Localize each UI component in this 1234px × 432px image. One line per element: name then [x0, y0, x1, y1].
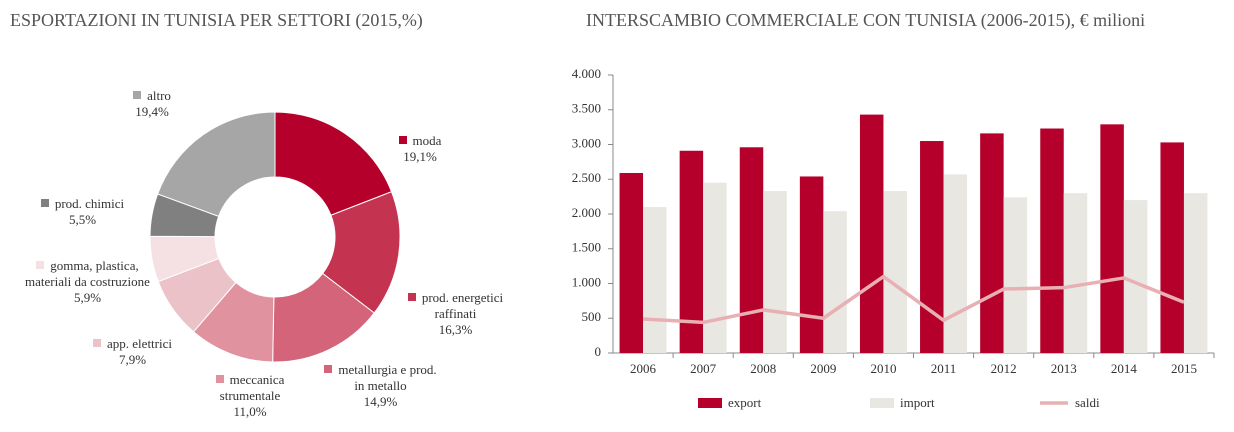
slice-label-name-row: meccanica strumentale	[200, 372, 300, 404]
slice-label: prod. chimici 5,5%	[30, 196, 135, 228]
slice-name: altro	[147, 88, 171, 103]
bar	[859, 114, 884, 354]
slice-label: altro 19,4%	[112, 88, 192, 120]
slice-value: 5,5%	[68, 212, 97, 227]
y-tick-label: 3.000	[572, 135, 601, 150]
bar	[883, 191, 907, 353]
bar	[1160, 142, 1184, 353]
bar	[1100, 124, 1124, 353]
slice-name: prod. chimici	[54, 196, 125, 211]
legend-label: import	[900, 395, 935, 410]
bar	[823, 211, 847, 353]
y-tick-label: 4.000	[572, 66, 601, 81]
legend-swatch	[215, 375, 224, 383]
bar	[619, 172, 644, 353]
slice-value: 16,3%	[438, 322, 473, 337]
slice-value: 19,4%	[135, 104, 169, 119]
y-tick-label: 2.000	[572, 205, 601, 220]
legend-swatch	[40, 199, 49, 207]
slice-label: metallurgia e prod. in metallo 14,9%	[318, 362, 443, 410]
y-tick-label: 1.000	[572, 274, 601, 289]
x-tick-label: 2008	[750, 361, 776, 376]
x-tick-label: 2007	[690, 361, 717, 376]
bar	[703, 182, 727, 353]
bar	[1123, 200, 1148, 353]
slice-label-name-row: metallurgia e prod. in metallo	[318, 362, 443, 394]
x-tick-label: 2012	[991, 361, 1017, 376]
slice-name: meccanica strumentale	[219, 372, 285, 403]
chart-title: ESPORTAZIONI IN TUNISIA PER SETTORI (201…	[10, 10, 423, 30]
slice-name: gomma, plastica, materiali da costruzion…	[25, 258, 150, 289]
x-tick-label: 2014	[1111, 361, 1138, 376]
slice-label: meccanica strumentale 11,0%	[200, 372, 300, 420]
x-tick-label: 2015	[1171, 361, 1197, 376]
bar	[763, 191, 787, 353]
slice-label: gomma, plastica, materiali da costruzion…	[25, 258, 150, 306]
slice-label: app. elettrici 7,9%	[80, 336, 185, 368]
legend-label: saldi	[1075, 395, 1100, 410]
legend-swatch	[870, 398, 894, 408]
slice-name: prod. energetici raffinati	[421, 290, 504, 321]
slice-label-name-row: altro	[112, 88, 192, 104]
donut-slice	[157, 111, 276, 217]
bar	[920, 141, 944, 353]
legend-swatch	[324, 365, 333, 373]
slice-label-name-row: prod. chimici	[30, 196, 135, 212]
legend-swatch	[698, 398, 722, 408]
x-tick-label: 2009	[810, 361, 836, 376]
bar	[643, 207, 667, 353]
slice-label-name-row: gomma, plastica, materiali da costruzion…	[25, 258, 150, 290]
donut-slice	[274, 111, 393, 216]
slice-value: 5,9%	[73, 290, 102, 305]
slice-name: moda	[412, 133, 442, 148]
y-tick-label: 500	[582, 309, 602, 324]
bar	[1040, 128, 1064, 353]
bar	[1063, 193, 1088, 353]
y-tick-label: 3.500	[572, 101, 601, 116]
x-tick-label: 2006	[630, 361, 657, 376]
bar	[943, 174, 968, 353]
x-tick-label: 2010	[870, 361, 896, 376]
bar	[1003, 197, 1028, 353]
slice-label: moda 19,1%	[385, 133, 455, 165]
slice-value: 7,9%	[118, 352, 147, 367]
slice-value: 19,1%	[403, 149, 437, 164]
legend-swatch	[93, 339, 102, 347]
y-tick-label: 2.500	[572, 170, 601, 185]
y-tick-label: 1.500	[572, 240, 601, 255]
x-tick-label: 2011	[931, 361, 957, 376]
legend-swatch	[398, 136, 407, 144]
bar	[980, 133, 1004, 353]
legend-swatch	[407, 293, 416, 301]
bar	[679, 150, 704, 353]
slice-value: 11,0%	[233, 404, 267, 419]
legend-label: export	[728, 395, 762, 410]
line-series	[642, 274, 1185, 325]
slice-label: prod. energetici raffinati 16,3%	[388, 290, 523, 338]
slice-label-name-row: app. elettrici	[80, 336, 185, 352]
bar	[1183, 193, 1208, 353]
slice-value: 14,9%	[363, 394, 398, 409]
slice-name: app. elettrici	[107, 336, 172, 351]
slice-label-name-row: moda	[385, 133, 455, 149]
y-tick-label: 0	[595, 344, 602, 359]
chart-title: INTERSCAMBIO COMMERCIALE CON TUNISIA (20…	[586, 10, 1146, 30]
legend-swatch	[133, 91, 142, 99]
slice-name: metallurgia e prod. in metallo	[338, 362, 437, 393]
legend-swatch	[36, 261, 45, 269]
x-tick-label: 2013	[1051, 361, 1077, 376]
slice-label-name-row: prod. energetici raffinati	[388, 290, 523, 322]
bar	[739, 147, 764, 353]
bar	[799, 176, 824, 353]
